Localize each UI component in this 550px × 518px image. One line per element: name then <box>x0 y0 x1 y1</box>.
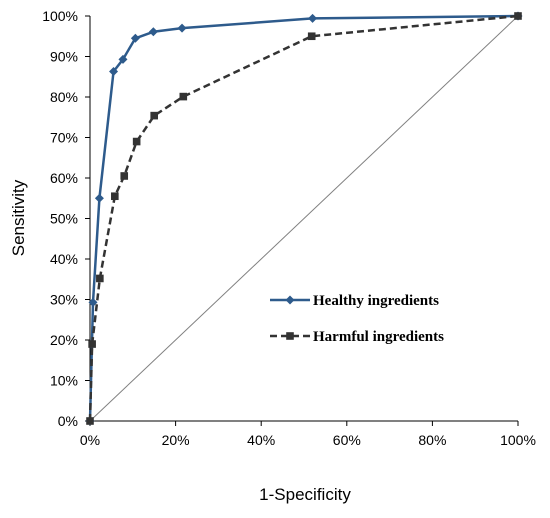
data-point <box>86 417 94 425</box>
y-tick-label: 80% <box>50 89 78 105</box>
data-point <box>88 340 96 348</box>
data-point <box>179 92 188 101</box>
x-tick-label: 40% <box>247 432 275 448</box>
y-tick-label: 20% <box>50 332 78 348</box>
data-point <box>109 66 119 76</box>
diagonal-reference-line <box>89 15 519 422</box>
legend-label: Harmful ingredients <box>313 329 444 345</box>
x-tick-label: 80% <box>418 432 446 448</box>
data-point <box>148 27 158 37</box>
legend-marker <box>286 332 294 340</box>
x-axis-title: 1-Specificity <box>259 485 351 504</box>
series-harmful <box>86 12 522 425</box>
y-tick-label: 0% <box>58 413 78 429</box>
legend: Healthy ingredients Harmful ingredients <box>270 293 444 345</box>
y-tick-label: 30% <box>50 292 78 308</box>
series-healthy <box>85 11 523 426</box>
data-point <box>307 32 316 41</box>
data-point <box>94 193 104 203</box>
x-tick-label: 0% <box>80 432 100 448</box>
x-tick-label: 20% <box>162 432 190 448</box>
data-point <box>118 54 128 64</box>
y-tick-label: 90% <box>50 49 78 65</box>
data-point <box>514 12 522 20</box>
y-tick-label: 50% <box>50 211 78 227</box>
y-tick-label: 70% <box>50 130 78 146</box>
y-tick-labels: 0% 10% 20% 30% 40% 50% 60% 70% 80% 90% 100% <box>42 8 90 429</box>
data-point <box>308 13 318 23</box>
y-tick-label: 40% <box>50 251 78 267</box>
series-line <box>88 14 519 422</box>
data-point <box>150 111 158 120</box>
legend-marker <box>285 295 295 305</box>
data-point <box>130 33 140 43</box>
y-tick-label: 10% <box>50 373 78 389</box>
y-tick-label: 60% <box>50 170 78 186</box>
data-point <box>88 297 98 307</box>
series-line <box>88 14 519 422</box>
y-tick-label: 100% <box>42 8 78 24</box>
x-tick-label: 100% <box>500 432 536 448</box>
axes <box>89 15 519 422</box>
x-tick-label: 60% <box>333 432 361 448</box>
x-tick-labels: 0% 20% 40% 60% 80% 100% <box>80 421 536 448</box>
data-point <box>111 192 119 201</box>
data-point <box>120 172 129 180</box>
data-point <box>177 23 187 33</box>
y-axis-title: Sensitivity <box>9 179 28 256</box>
data-point <box>96 274 104 283</box>
legend-label: Healthy ingredients <box>313 293 439 309</box>
data-point <box>132 137 141 146</box>
series-layer <box>85 11 523 426</box>
